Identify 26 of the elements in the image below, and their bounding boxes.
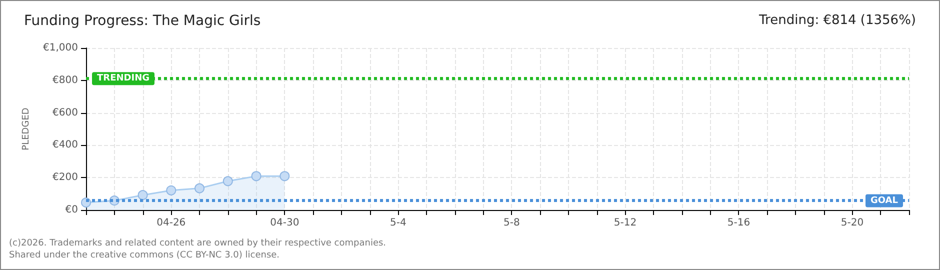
chart-title: Funding Progress: The Magic Girls: [24, 13, 261, 29]
ref-line-label: GOAL: [870, 196, 898, 206]
text: Shared under the creative commons (CC BY-NC 3.0) license.: [9, 250, 280, 260]
point: [251, 171, 262, 182]
point: [138, 190, 148, 200]
x-tick-label: 04-26: [156, 218, 186, 228]
y-axis-title: PLEDGED: [22, 108, 32, 150]
ref-line-label: TRENDING: [97, 74, 150, 84]
x-tick-label: 04-30: [270, 218, 300, 228]
point: [280, 171, 290, 182]
y-tick-label: €200: [52, 172, 78, 184]
point: [222, 176, 233, 186]
y-tick-label: €600: [52, 107, 78, 118]
y-tick-label: €0: [65, 204, 78, 216]
x-tick-label: 5-20: [840, 218, 864, 228]
y-tick-label: €400: [52, 140, 78, 151]
x-tick-label: 5-8: [504, 218, 520, 228]
x-tick-label: 5-16: [727, 218, 750, 228]
y-tick-label: €800: [52, 74, 78, 86]
x-tick-label: 5-4: [390, 218, 406, 228]
x-tick-label: 5-12: [614, 218, 637, 228]
point: [166, 185, 176, 196]
y-tick-label: €1,000: [43, 42, 78, 54]
text: (c)2026. Trademarks and related content are owned by their respective companies.: [9, 238, 386, 248]
point: [194, 183, 205, 194]
chart-subtitle: Trending: €814 (1356%): [758, 13, 916, 28]
